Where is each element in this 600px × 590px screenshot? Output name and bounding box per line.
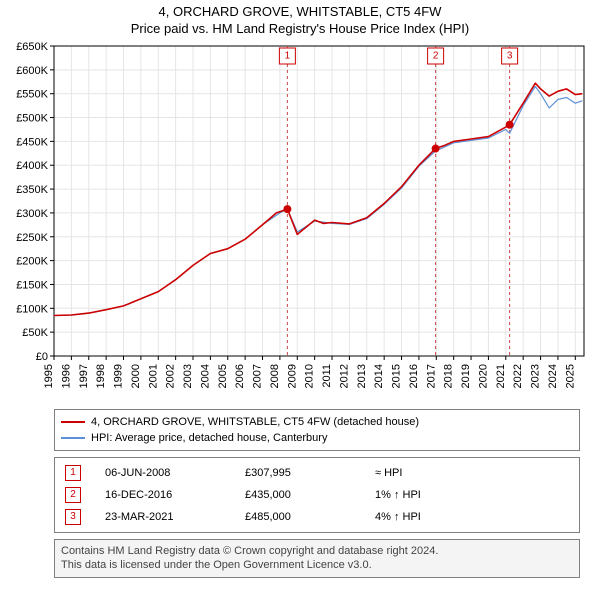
svg-text:2004: 2004 [199, 364, 211, 388]
chart-title-main: 4, ORCHARD GROVE, WHITSTABLE, CT5 4FW [0, 4, 600, 19]
svg-text:1995: 1995 [43, 364, 55, 388]
svg-text:2013: 2013 [356, 364, 368, 388]
chart-container: { "title_main": "4, ORCHARD GROVE, WHITS… [0, 0, 600, 578]
legend: 4, ORCHARD GROVE, WHITSTABLE, CT5 4FW (d… [54, 409, 580, 451]
svg-text:2019: 2019 [460, 364, 472, 388]
svg-text:£400K: £400K [16, 160, 48, 172]
sale-price: £435,000 [241, 484, 371, 506]
svg-text:3: 3 [507, 51, 513, 62]
sales-row: 2 16-DEC-2016£435,0001% ↑ HPI [61, 484, 573, 506]
sale-marker-2-icon: 2 [65, 487, 81, 503]
svg-text:£350K: £350K [16, 184, 48, 196]
svg-text:£50K: £50K [22, 327, 48, 339]
sale-price: £485,000 [241, 506, 371, 528]
svg-text:2016: 2016 [408, 364, 420, 388]
sales-row: 3 23-MAR-2021£485,0004% ↑ HPI [61, 506, 573, 528]
svg-text:2008: 2008 [269, 364, 281, 388]
chart-svg: £0 £50K £100K £150K £200K £250K £300K £350K £400… [0, 38, 600, 403]
chart-title-sub: Price paid vs. HM Land Registry's House … [0, 21, 600, 36]
licence-line2: This data is licensed under the Open Gov… [61, 558, 573, 572]
svg-text:£450K: £450K [16, 136, 48, 148]
svg-text:2024: 2024 [547, 364, 559, 388]
svg-text:1997: 1997 [78, 364, 90, 388]
svg-text:£300K: £300K [16, 208, 48, 220]
legend-row-hpi: HPI: Average price, detached house, Cant… [61, 430, 573, 446]
sales-table: 1 06-JUN-2008£307,995≈ HPI 2 16-DEC-2016£43… [54, 457, 580, 533]
svg-text:2021: 2021 [495, 364, 507, 388]
svg-text:1998: 1998 [95, 364, 107, 388]
svg-text:2022: 2022 [512, 364, 524, 388]
svg-text:2000: 2000 [130, 364, 142, 388]
licence-line1: Contains HM Land Registry data © Crown c… [61, 544, 573, 558]
svg-text:2002: 2002 [165, 364, 177, 388]
svg-text:2005: 2005 [217, 364, 229, 388]
sale-vs-hpi: ≈ HPI [371, 462, 573, 484]
legend-label-hpi: HPI: Average price, detached house, Cant… [91, 432, 327, 444]
svg-text:2: 2 [433, 51, 439, 62]
sale-date: 06-JUN-2008 [101, 462, 241, 484]
svg-text:2015: 2015 [391, 364, 403, 388]
svg-text:£250K: £250K [16, 232, 48, 244]
svg-text:£550K: £550K [16, 89, 48, 101]
svg-text:2001: 2001 [147, 364, 159, 388]
sales-row: 1 06-JUN-2008£307,995≈ HPI [61, 462, 573, 484]
svg-text:£150K: £150K [16, 279, 48, 291]
chart-plot: £0 £50K £100K £150K £200K £250K £300K £350K £400… [0, 38, 600, 403]
svg-text:2020: 2020 [477, 364, 489, 388]
legend-swatch-property [61, 421, 85, 423]
svg-text:2014: 2014 [373, 364, 385, 388]
svg-text:2017: 2017 [425, 364, 437, 388]
sale-date: 16-DEC-2016 [101, 484, 241, 506]
svg-text:2006: 2006 [234, 364, 246, 388]
svg-text:2009: 2009 [286, 364, 298, 388]
svg-text:£200K: £200K [16, 256, 48, 268]
svg-text:2011: 2011 [321, 364, 333, 388]
chart-titles: 4, ORCHARD GROVE, WHITSTABLE, CT5 4FW Pr… [0, 0, 600, 38]
svg-text:£100K: £100K [16, 303, 48, 315]
sale-marker-1-icon: 1 [65, 465, 81, 481]
svg-text:2010: 2010 [304, 364, 316, 388]
sale-date: 23-MAR-2021 [101, 506, 241, 528]
svg-text:2007: 2007 [252, 364, 264, 388]
svg-text:2023: 2023 [530, 364, 542, 388]
svg-text:2018: 2018 [443, 364, 455, 388]
svg-text:1999: 1999 [113, 364, 125, 388]
svg-text:2025: 2025 [564, 364, 576, 388]
legend-row-property: 4, ORCHARD GROVE, WHITSTABLE, CT5 4FW (d… [61, 414, 573, 430]
legend-label-property: 4, ORCHARD GROVE, WHITSTABLE, CT5 4FW (d… [91, 416, 419, 428]
svg-text:2012: 2012 [338, 364, 350, 388]
svg-text:£600K: £600K [16, 65, 48, 77]
legend-swatch-hpi [61, 437, 85, 439]
svg-text:2003: 2003 [182, 364, 194, 388]
sale-marker-3-icon: 3 [65, 509, 81, 525]
svg-text:1: 1 [285, 51, 291, 62]
svg-text:£650K: £650K [16, 41, 48, 53]
sale-vs-hpi: 1% ↑ HPI [371, 484, 573, 506]
svg-text:£0: £0 [36, 351, 48, 363]
licence-box: Contains HM Land Registry data © Crown c… [54, 539, 580, 578]
svg-text:£500K: £500K [16, 113, 48, 125]
svg-text:1996: 1996 [60, 364, 72, 388]
sale-price: £307,995 [241, 462, 371, 484]
sale-vs-hpi: 4% ↑ HPI [371, 506, 573, 528]
